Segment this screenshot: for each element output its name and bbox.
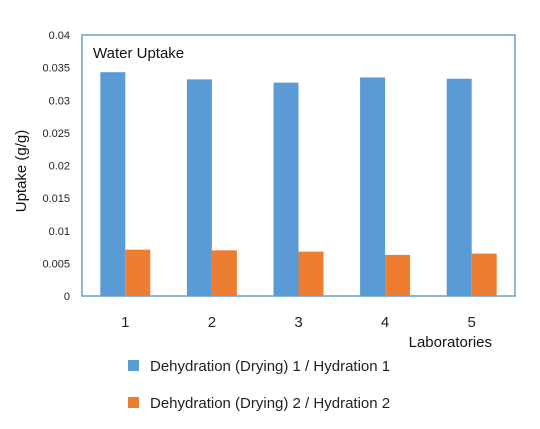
bar-series-1-lab-4: [360, 77, 386, 296]
legend-label-2: Dehydration (Drying) 2 / Hydration 2: [150, 395, 390, 412]
bar-series-1-lab-2: [186, 79, 212, 297]
legend-swatch-1: [128, 360, 139, 371]
x-tick-label: 5: [468, 314, 476, 331]
legend-swatch-2: [128, 397, 139, 408]
y-tick-label: 0.01: [49, 226, 70, 238]
bar-series-1-lab-5: [446, 78, 472, 296]
bar-series-2-lab-2: [211, 250, 237, 296]
y-tick-label: 0.035: [42, 63, 70, 75]
y-axis-ticks: 0 0.005 0.01 0.015 0.02 0.025 0.03 0.035 0.04: [42, 30, 70, 303]
bar-series-2-lab-1: [125, 249, 151, 296]
y-tick-label: 0.03: [49, 95, 70, 107]
x-axis-label: Laboratories: [409, 334, 492, 351]
bar-series-1-lab-1: [100, 72, 126, 296]
y-tick-label: 0.015: [42, 193, 70, 205]
y-axis-label: Uptake (g/g): [13, 130, 30, 213]
y-tick-label: 0: [64, 291, 70, 303]
bar-series-2-lab-4: [385, 254, 411, 296]
y-tick-label: 0.005: [42, 258, 70, 270]
chart-title: Water Uptake: [93, 45, 184, 62]
y-tick-label: 0.04: [49, 30, 70, 42]
bars: [100, 72, 497, 297]
x-tick-label: 4: [381, 314, 389, 331]
x-tick-label: 3: [294, 314, 302, 331]
bar-series-2-lab-5: [471, 253, 497, 296]
x-tick-label: 2: [208, 314, 216, 331]
legend-label-1: Dehydration (Drying) 1 / Hydration 1: [150, 358, 390, 375]
y-tick-label: 0.02: [49, 161, 70, 173]
legend: Dehydration (Drying) 1 / Hydration 1 Dehy…: [128, 358, 390, 412]
x-axis-ticks: 1 2 3 4 5: [121, 314, 476, 331]
bar-series-2-lab-3: [298, 251, 324, 296]
x-tick-label: 1: [121, 314, 129, 331]
bar-series-1-lab-3: [273, 82, 299, 296]
y-tick-label: 0.025: [42, 128, 70, 140]
